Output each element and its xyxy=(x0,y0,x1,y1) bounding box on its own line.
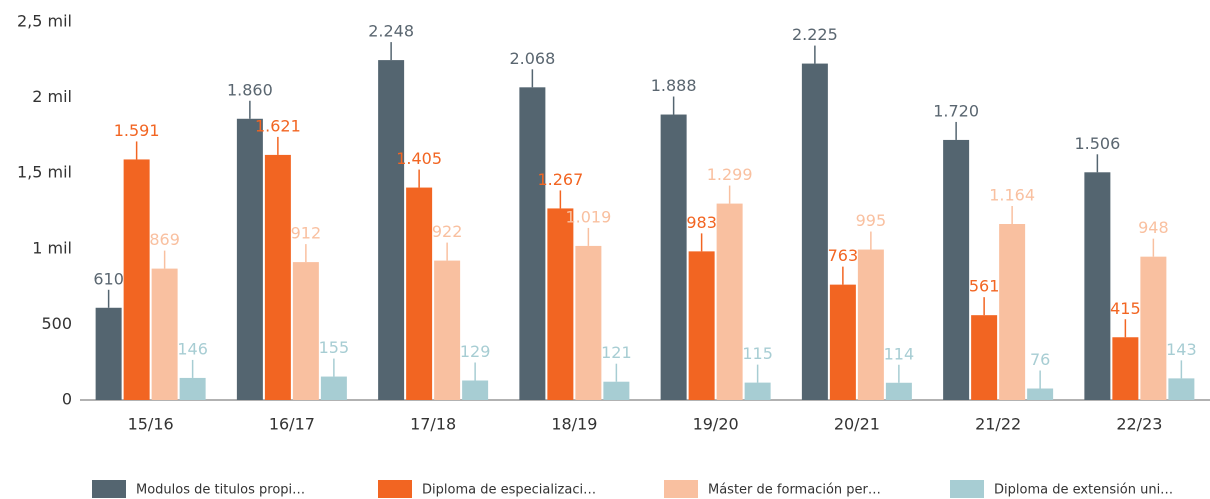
value-label: 2.068 xyxy=(509,49,555,68)
bar xyxy=(1084,172,1111,400)
value-label: 1.019 xyxy=(565,207,611,226)
y-tick-label: 1,5 mil xyxy=(17,163,72,182)
x-tick-label: 22/23 xyxy=(1116,415,1162,434)
bar xyxy=(1027,388,1054,400)
bar xyxy=(378,60,405,400)
value-label: 115 xyxy=(742,344,773,363)
value-label: 1.591 xyxy=(114,121,160,140)
legend-swatch xyxy=(92,480,126,498)
legend-swatch xyxy=(950,480,984,498)
bar xyxy=(292,262,319,400)
bar xyxy=(264,154,291,400)
value-label: 1.888 xyxy=(651,76,697,95)
value-label: 1.720 xyxy=(933,101,979,120)
bar xyxy=(744,382,771,400)
value-label: 114 xyxy=(884,344,915,363)
x-tick-label: 17/18 xyxy=(410,415,456,434)
value-label: 1.164 xyxy=(989,186,1035,205)
legend-label: Modulos de titulos propi… xyxy=(136,483,305,498)
value-label: 1.506 xyxy=(1074,134,1120,153)
y-tick-label: 2,5 mil xyxy=(17,12,72,31)
bar xyxy=(1140,256,1167,400)
bar xyxy=(885,382,912,400)
bar xyxy=(151,268,178,400)
y-tick-label: 1 mil xyxy=(32,238,72,257)
value-label: 983 xyxy=(686,213,717,232)
value-label: 2.225 xyxy=(792,25,838,44)
value-label: 129 xyxy=(460,342,491,361)
value-label: 948 xyxy=(1138,218,1169,237)
bar xyxy=(716,203,743,400)
value-label: 869 xyxy=(149,230,180,249)
value-label: 610 xyxy=(93,269,124,288)
bar xyxy=(95,307,122,400)
bar xyxy=(434,260,461,400)
value-label: 1.299 xyxy=(707,165,753,184)
legend-label: Máster de formación per… xyxy=(708,483,881,498)
x-tick-label: 15/16 xyxy=(128,415,174,434)
value-label: 76 xyxy=(1030,350,1050,369)
y-tick-label: 2 mil xyxy=(32,87,72,106)
value-label: 1.405 xyxy=(396,149,442,168)
bar xyxy=(829,284,856,400)
bar xyxy=(179,377,206,400)
x-tick-label: 19/20 xyxy=(693,415,739,434)
bar xyxy=(236,118,263,400)
bar xyxy=(971,315,998,400)
bar xyxy=(999,224,1026,400)
value-label: 995 xyxy=(856,211,887,230)
value-label: 912 xyxy=(291,224,322,243)
bar xyxy=(943,139,970,400)
legend-swatch xyxy=(378,480,412,498)
bar xyxy=(857,249,884,400)
bar xyxy=(603,381,630,400)
value-label: 1.267 xyxy=(537,170,583,189)
y-tick-label: 500 xyxy=(41,314,72,333)
x-tick-label: 21/22 xyxy=(975,415,1021,434)
bar xyxy=(123,159,150,400)
value-label: 1.621 xyxy=(255,116,301,135)
value-label: 143 xyxy=(1166,340,1197,359)
y-tick-label: 0 xyxy=(62,390,72,409)
bar xyxy=(1168,378,1195,400)
x-tick-label: 20/21 xyxy=(834,415,880,434)
bar xyxy=(801,63,828,401)
value-label: 922 xyxy=(432,222,463,241)
bar xyxy=(462,380,489,400)
value-label: 121 xyxy=(601,343,632,362)
x-tick-label: 18/19 xyxy=(551,415,597,434)
bar xyxy=(575,245,602,400)
value-label: 146 xyxy=(177,339,208,358)
value-label: 2.248 xyxy=(368,22,414,41)
bar xyxy=(406,187,433,400)
x-tick-label: 16/17 xyxy=(269,415,315,434)
legend-swatch xyxy=(664,480,698,498)
bar xyxy=(688,251,715,400)
bar xyxy=(660,114,687,401)
value-label: 1.860 xyxy=(227,80,273,99)
bar xyxy=(519,87,546,401)
value-label: 561 xyxy=(969,277,1000,296)
bar xyxy=(320,376,347,400)
bar xyxy=(547,208,574,400)
legend-label: Diploma de especializaci… xyxy=(422,483,596,498)
value-label: 763 xyxy=(828,246,859,265)
bar xyxy=(1112,337,1139,400)
legend-label: Diploma de extensión uni… xyxy=(994,483,1173,498)
value-label: 155 xyxy=(319,338,350,357)
value-label: 415 xyxy=(1110,299,1141,318)
